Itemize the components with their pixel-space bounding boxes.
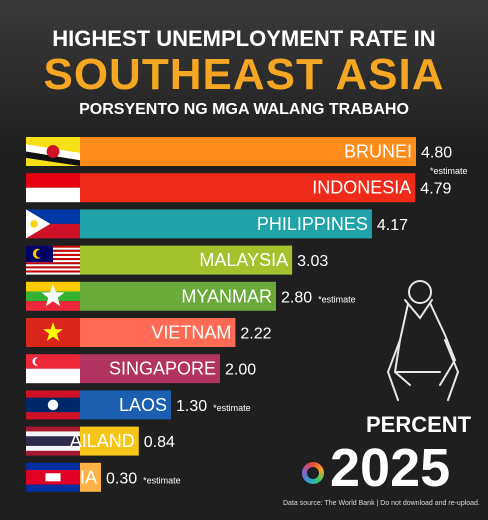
category-label: MYANMAR [181,286,272,306]
bar-row: PHILIPPINES 4.17 [26,209,408,239]
value-label: 2.22 [240,326,271,343]
bar [80,318,236,347]
value-label: 2.80 [281,289,312,306]
chart-title-line1: HIGHEST UNEMPLOYMENT RATE IN [52,26,436,51]
estimate-note: *estimate [318,294,356,304]
bar [80,426,139,456]
bar-row: SINGAPORE 2.00 [26,354,256,384]
category-label: PHILIPPINES [257,214,368,234]
bar-row: BRUNEI 4.80 *estimate [26,137,468,176]
category-label: INDONESIA [312,178,411,198]
bar [80,462,101,492]
value-label: 0.84 [144,434,175,451]
year-label: 2025 [330,438,451,498]
category-label: IA [80,467,97,487]
category-label: LAOS [119,395,167,415]
myanmar-flag-icon [26,281,80,311]
bar-row: AILAND 0.84 [26,426,175,456]
value-label: 4.17 [377,217,408,234]
bar-row: MYANMAR 2.80 *estimate [26,281,356,311]
bar [80,137,416,166]
malaysia-flag-icon [26,245,80,275]
bar [80,354,220,384]
bar-row: VIETNAM 2.22 [26,318,272,347]
category-label: AILAND [70,431,135,451]
category-label: MALAYSIA [199,250,288,270]
value-label: 3.03 [297,253,328,270]
header-background [0,0,488,150]
bar-row: MALAYSIA 3.03 [26,245,328,275]
category-label: BRUNEI [344,142,412,162]
indonesia-flag-icon [26,173,80,203]
estimate-note: *estimate [430,166,468,176]
cambodia-flag-icon [26,462,80,492]
sitting-person-illustration [386,280,460,401]
value-label: 4.79 [420,181,451,198]
vietnam-flag-icon [26,318,80,347]
unit-label: PERCENT [366,412,472,437]
bar [80,281,276,311]
category-label: VIETNAM [151,323,231,343]
value-label: 0.30 [106,470,137,487]
thailand-flag-icon [26,426,80,456]
category-label: SINGAPORE [109,359,216,379]
philippines-flag-icon [26,209,80,239]
bar-row: LAOS 1.30 *estimate [26,390,251,420]
brand-logo-icon [302,462,324,484]
brunei-flag-icon [26,137,80,166]
bar [80,245,293,275]
value-label: 1.30 [176,398,207,415]
value-label: 4.80 [421,145,452,162]
laos-flag-icon [26,390,80,420]
chart-subtitle: PORSYENTO NG MGA WALANG TRABAHO [79,101,409,118]
bar [80,390,171,420]
value-label: 2.00 [225,362,256,379]
estimate-note: *estimate [213,403,251,413]
chart-title-line2: SOUTHEAST ASIA [43,50,445,99]
data-source: Data source: The World Bank | Do not dow… [283,500,480,507]
bar [80,209,372,239]
bar-row: INDONESIA 4.79 [26,173,452,203]
estimate-note: *estimate [143,475,181,485]
singapore-flag-icon [26,354,80,384]
bar [80,173,416,203]
bar-row: IA 0.30 *estimate [26,462,181,492]
